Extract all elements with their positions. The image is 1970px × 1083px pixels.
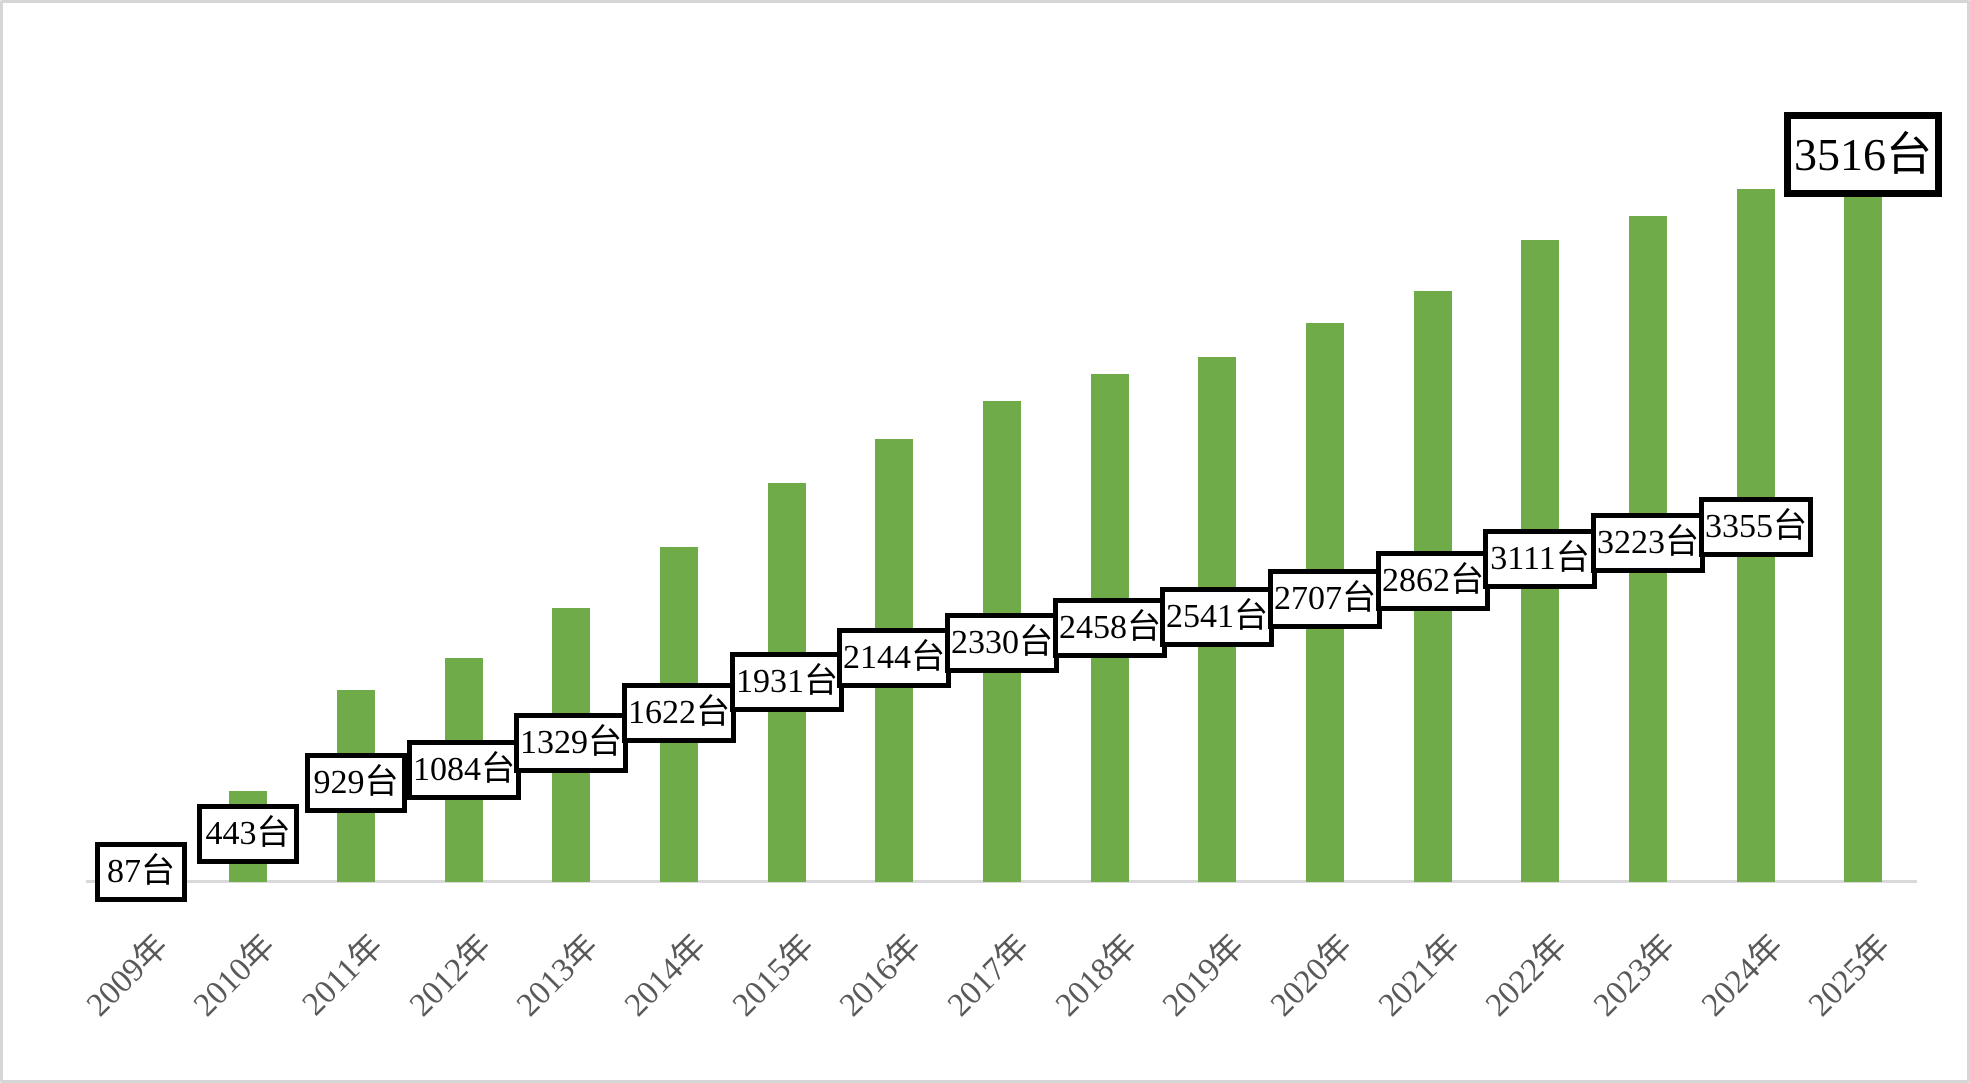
data-label-2013: 1329台 xyxy=(514,713,628,773)
x-axis-label-2016: 2016年 xyxy=(833,928,929,1024)
x-axis-label-2015: 2015年 xyxy=(726,928,822,1024)
data-label-2011: 929台 xyxy=(305,753,407,813)
data-label-2016: 2144台 xyxy=(837,628,951,688)
x-axis-label-2011: 2011年 xyxy=(295,928,391,1023)
data-label-2014: 1622台 xyxy=(622,683,736,743)
data-label-2009: 87台 xyxy=(95,842,187,902)
x-axis-label-2014: 2014年 xyxy=(618,928,714,1024)
data-label-2010: 443台 xyxy=(197,804,299,864)
x-axis-label-2024: 2024年 xyxy=(1695,928,1791,1024)
x-axis-label-2009: 2009年 xyxy=(80,928,176,1024)
x-axis-label-2018: 2018年 xyxy=(1049,928,1145,1024)
data-label-2021: 2862台 xyxy=(1376,551,1490,611)
data-label-2018: 2458台 xyxy=(1053,598,1167,658)
data-label-2022: 3111台 xyxy=(1483,529,1597,589)
x-axis-label-2010: 2010年 xyxy=(187,928,283,1024)
data-label-2012: 1084台 xyxy=(407,740,521,800)
data-label-2020: 2707台 xyxy=(1268,569,1382,629)
x-axis-label-2017: 2017年 xyxy=(941,928,1037,1024)
data-label-2025: 3516台 xyxy=(1784,112,1942,197)
x-axis-label-2022: 2022年 xyxy=(1479,928,1575,1024)
data-label-2017: 2330台 xyxy=(945,613,1059,673)
data-label-2019: 2541台 xyxy=(1160,587,1274,647)
x-axis-label-2021: 2021年 xyxy=(1372,928,1468,1024)
data-label-2024: 3355台 xyxy=(1699,497,1813,557)
data-label-2023: 3223台 xyxy=(1591,513,1705,573)
x-axis-label-2025: 2025年 xyxy=(1802,928,1898,1024)
x-axis-label-2012: 2012年 xyxy=(403,928,499,1024)
x-axis-label-2019: 2019年 xyxy=(1156,928,1252,1024)
bar-2025 xyxy=(1844,156,1882,882)
x-axis-label-2020: 2020年 xyxy=(1264,928,1360,1024)
x-axis-label-2013: 2013年 xyxy=(510,928,606,1024)
data-label-2015: 1931台 xyxy=(730,652,844,712)
x-axis-label-2023: 2023年 xyxy=(1587,928,1683,1024)
